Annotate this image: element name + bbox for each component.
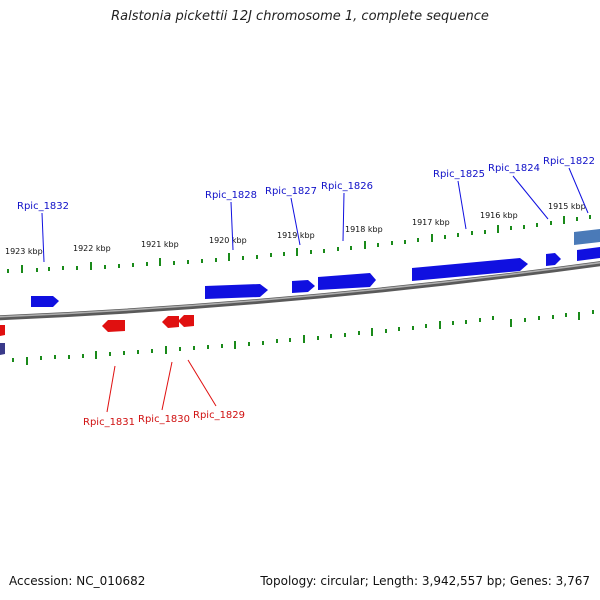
- scale-tick-label: 1920 kbp: [209, 236, 247, 245]
- scale-labels: 1923 kbp 1922 kbp 1921 kbp 1920 kbp 1919…: [5, 202, 586, 256]
- map-title: Ralstonia pickettii 12J chromosome 1, co…: [111, 9, 489, 24]
- gene-label[interactable]: Rpic_1826: [321, 181, 373, 192]
- reverse-gene-feature[interactable]: [102, 320, 125, 332]
- reverse-gene-feature[interactable]: [178, 315, 194, 327]
- outer-tick-track: [7, 215, 591, 273]
- reverse-gene-feature[interactable]: [0, 343, 5, 355]
- scale-tick-label: 1917 kbp: [412, 218, 450, 227]
- forward-gene-feature[interactable]: [574, 229, 600, 245]
- gene-label[interactable]: Rpic_1828: [205, 190, 257, 201]
- forward-gene-feature[interactable]: [318, 273, 376, 290]
- scale-tick-label: 1916 kbp: [480, 211, 518, 220]
- gene-label[interactable]: Rpic_1831: [83, 417, 135, 428]
- accession-text: Accession: NC_010682: [9, 574, 146, 588]
- reverse-gene-labels: Rpic_1831 Rpic_1830 Rpic_1829: [83, 410, 245, 428]
- gene-label[interactable]: Rpic_1830: [138, 414, 190, 425]
- chromosome-backbone: [0, 261, 600, 321]
- scale-tick-label: 1921 kbp: [141, 240, 179, 249]
- gene-label[interactable]: Rpic_1822: [543, 156, 595, 167]
- scale-tick-label: 1915 kbp: [548, 202, 586, 211]
- reverse-gene-feature[interactable]: [162, 316, 179, 328]
- reverse-callouts: [106, 359, 217, 413]
- gene-label[interactable]: Rpic_1827: [265, 186, 317, 197]
- gene-label[interactable]: Rpic_1829: [193, 410, 245, 421]
- scale-tick-label: 1922 kbp: [73, 244, 111, 253]
- forward-gene-feature[interactable]: [412, 258, 528, 281]
- reverse-gene-feature[interactable]: [0, 325, 5, 336]
- gene-label[interactable]: Rpic_1825: [433, 169, 485, 180]
- genome-summary-text: Topology: circular; Length: 3,942,557 bp…: [260, 574, 590, 588]
- forward-gene-feature[interactable]: [205, 284, 268, 299]
- forward-gene-feature[interactable]: [31, 296, 59, 307]
- scale-tick-label: 1919 kbp: [277, 231, 315, 240]
- gene-label[interactable]: Rpic_1832: [17, 201, 69, 212]
- forward-gene-feature[interactable]: [292, 280, 315, 293]
- inner-tick-track: [12, 310, 594, 365]
- scale-tick-label: 1923 kbp: [5, 247, 43, 256]
- scale-tick-label: 1918 kbp: [345, 225, 383, 234]
- reverse-gene-track: [0, 315, 194, 355]
- forward-gene-track: [31, 229, 600, 307]
- forward-gene-feature[interactable]: [546, 253, 561, 266]
- forward-gene-feature[interactable]: [577, 247, 600, 261]
- gene-label[interactable]: Rpic_1824: [488, 163, 540, 174]
- forward-gene-labels: Rpic_1832 Rpic_1828 Rpic_1827 Rpic_1826 …: [17, 156, 595, 212]
- forward-callouts: [41, 167, 589, 263]
